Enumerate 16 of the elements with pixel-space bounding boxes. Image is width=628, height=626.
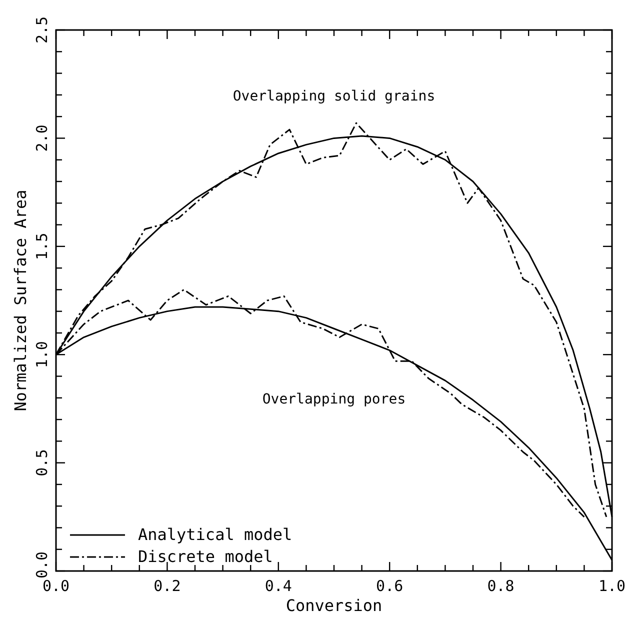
legend-label: Analytical model [138,525,292,544]
x-tick-label: 0.8 [487,577,514,595]
x-tick-label: 0.6 [376,577,404,595]
legend-label: Discrete model [138,547,273,566]
y-tick-label: 1.5 [33,232,51,260]
x-tick-label: 0.2 [154,577,181,595]
x-tick-label: 0.4 [264,577,292,595]
x-axis-title: Conversion [286,596,382,615]
annotation: Overlapping solid grains [232,88,436,104]
y-tick-label: 2.0 [33,124,51,152]
y-tick-label: 2.5 [33,16,51,44]
y-tick-label: 1.0 [33,341,51,368]
annotation: Overlapping pores [262,391,406,408]
y-axis-title: Normalized Surface Area [11,190,30,412]
y-tick-label: 0.5 [33,449,51,476]
x-tick-label: 1.0 [598,577,626,595]
